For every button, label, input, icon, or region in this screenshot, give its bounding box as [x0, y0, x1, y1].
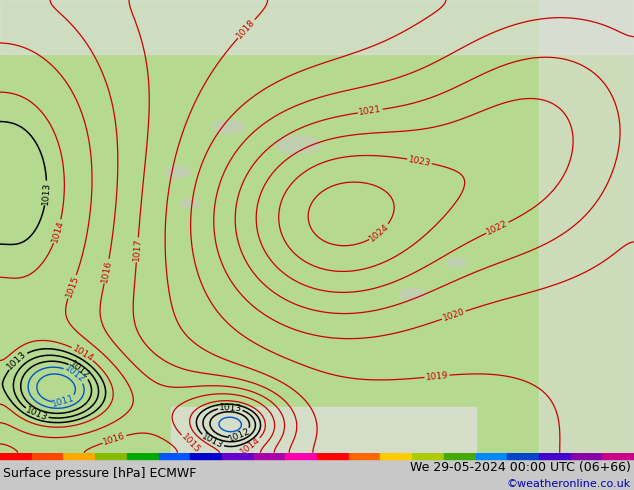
Text: 1012: 1012 [68, 360, 91, 381]
Text: 1012: 1012 [63, 364, 86, 385]
Bar [317, 453, 349, 460]
Bar [444, 453, 476, 460]
Text: 1014: 1014 [238, 435, 262, 456]
Text: 1011: 1011 [51, 393, 76, 409]
Bar [254, 453, 285, 460]
Bar [0, 453, 32, 460]
Bar [602, 453, 634, 460]
Text: 1024: 1024 [368, 222, 391, 244]
Ellipse shape [165, 167, 190, 178]
Text: 1016: 1016 [100, 259, 113, 283]
Text: 1020: 1020 [441, 307, 466, 323]
Bar [222, 453, 254, 460]
Bar [285, 453, 317, 460]
Text: 1015: 1015 [179, 432, 202, 455]
Text: 1018: 1018 [235, 17, 257, 40]
Bar [32, 453, 63, 460]
Bar [412, 453, 444, 460]
Text: 1016: 1016 [102, 431, 127, 447]
Text: 1014: 1014 [50, 219, 65, 244]
Text: 1013: 1013 [41, 181, 51, 205]
Text: 1023: 1023 [408, 155, 432, 168]
Text: 1019: 1019 [425, 371, 449, 382]
Ellipse shape [276, 136, 320, 154]
Text: 1012: 1012 [228, 427, 252, 444]
Text: Surface pressure [hPa] ECMWF: Surface pressure [hPa] ECMWF [3, 467, 197, 480]
Bar [571, 453, 602, 460]
Text: 1022: 1022 [485, 219, 510, 237]
Bar [507, 453, 539, 460]
Bar [63, 453, 95, 460]
Bar [190, 453, 222, 460]
Bar [476, 453, 507, 460]
Bar [349, 453, 380, 460]
Text: 1013: 1013 [219, 403, 242, 413]
Bar [158, 453, 190, 460]
Text: 1013: 1013 [24, 406, 49, 423]
Text: 1021: 1021 [358, 105, 382, 117]
Ellipse shape [399, 289, 425, 300]
Ellipse shape [181, 199, 200, 208]
Bar [95, 453, 127, 460]
Text: ©weatheronline.co.uk: ©weatheronline.co.uk [507, 479, 631, 490]
Bar [127, 453, 158, 460]
Bar [539, 453, 571, 460]
Text: 1015: 1015 [64, 274, 81, 299]
Ellipse shape [447, 258, 466, 267]
Bar [0, 0, 634, 54]
Bar [380, 453, 412, 460]
Ellipse shape [212, 120, 244, 134]
Bar [539, 0, 634, 453]
Text: 1014: 1014 [70, 343, 94, 363]
Text: 1013: 1013 [200, 432, 224, 451]
Text: 1013: 1013 [6, 349, 29, 371]
Text: 1017: 1017 [132, 238, 143, 262]
Bar [171, 408, 476, 453]
Text: We 29-05-2024 00:00 UTC (06+66): We 29-05-2024 00:00 UTC (06+66) [410, 461, 631, 474]
